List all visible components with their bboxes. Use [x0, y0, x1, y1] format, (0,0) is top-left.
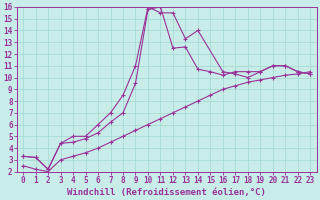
X-axis label: Windchill (Refroidissement éolien,°C): Windchill (Refroidissement éolien,°C) [67, 188, 266, 197]
